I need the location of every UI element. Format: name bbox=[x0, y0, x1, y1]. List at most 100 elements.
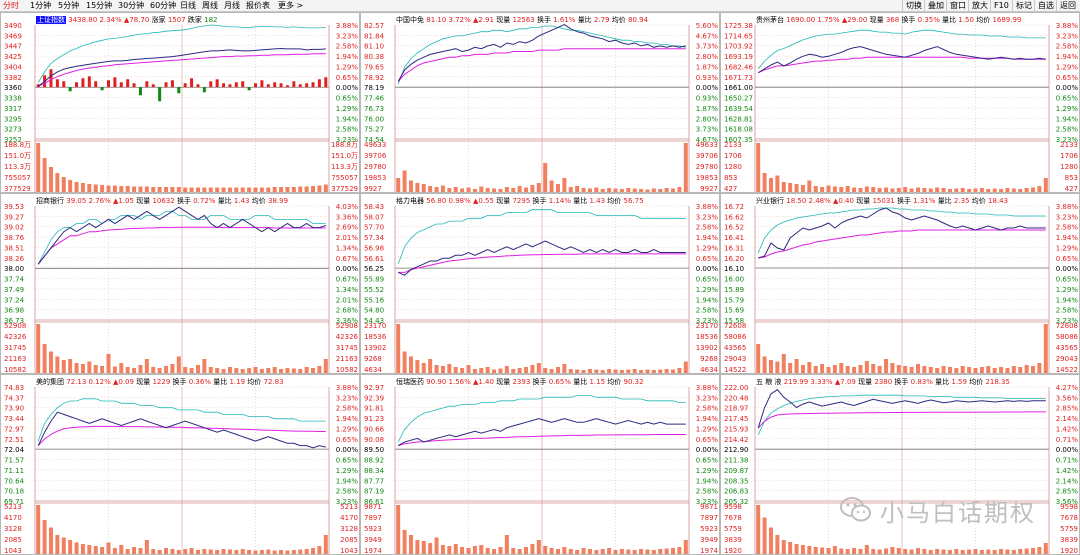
pct-tick-label: 1.29% bbox=[336, 425, 359, 433]
volume-tick-label: 2133 bbox=[1060, 141, 1078, 149]
volume-bar bbox=[408, 180, 413, 192]
volume-bar bbox=[279, 550, 284, 554]
pct-tick-label: 3.88% bbox=[336, 384, 359, 392]
stock-panel[interactable]: 92.97 92.39 91.81 91.23 90.66 90.08 89.50 88.92… bbox=[360, 374, 720, 555]
intraday-chart[interactable]: 39.53 39.27 39.02 38.76 38.51 38.26 38.00 37.74… bbox=[1, 194, 360, 374]
field-value: 368 bbox=[885, 16, 900, 24]
stock-panel[interactable]: 1725.38 1714.65 1703.92 1693.19 1682.46 1671.… bbox=[720, 12, 1080, 193]
breadth-bar bbox=[119, 82, 123, 88]
price-tick-label: 57.70 bbox=[364, 224, 384, 232]
intraday-chart[interactable]: 3490 3469 3447 3425 3404 3382 3360 3338 3317 3295… bbox=[1, 13, 360, 193]
tab-more[interactable]: 更多 > bbox=[278, 1, 304, 10]
pct-tick-label: 0.93% bbox=[696, 95, 719, 103]
pct-tick-label: 1.34% bbox=[336, 244, 359, 252]
volume-bar bbox=[408, 535, 413, 554]
stock-panel[interactable]: 74.83 74.37 73.90 73.44 72.97 72.51 72.04 71.57… bbox=[0, 374, 360, 555]
volume-bar bbox=[87, 545, 92, 554]
volume-bar bbox=[568, 187, 573, 192]
stock-name[interactable]: 美的集团 bbox=[36, 378, 64, 386]
intraday-chart[interactable]: 1725.38 1714.65 1703.92 1693.19 1682.46 1671.… bbox=[721, 13, 1080, 193]
zoom-button[interactable]: 放大 bbox=[968, 0, 991, 12]
volume-bar bbox=[323, 359, 328, 373]
pct-tick-label: 3.88% bbox=[696, 203, 719, 211]
price-tick-label: 15.89 bbox=[724, 286, 744, 294]
intraday-chart[interactable]: 58.43 58.07 57.70 57.34 56.98 56.61 56.25 55.89… bbox=[361, 194, 720, 374]
volume-bar bbox=[440, 545, 445, 554]
stock-name[interactable]: 恒瑞医药 bbox=[396, 378, 424, 386]
overlay-button[interactable]: 叠加 bbox=[924, 0, 947, 12]
volume-bar bbox=[80, 364, 85, 373]
pct-tick-label: 1.87% bbox=[696, 105, 719, 113]
tab-quote-table[interactable]: 报价表 bbox=[246, 1, 270, 10]
volume-bar bbox=[298, 369, 303, 373]
tab-15min[interactable]: 15分钟 bbox=[86, 1, 113, 10]
volume-tick-label: 21163 bbox=[336, 355, 358, 363]
field-value: 80.94 bbox=[627, 16, 649, 24]
stock-header: 中国中免 81.10 3.72% ▲2.91 现量 12563 换手 1.61%… bbox=[396, 15, 648, 25]
volume-bar bbox=[928, 188, 933, 192]
stock-header: 上证指数 3438.80 2.34% ▲78.70 涨家 1507 跌家 182 bbox=[36, 15, 217, 25]
intraday-chart[interactable]: 16.72 16.62 16.52 16.41 16.31 16.20 16.10 16.00… bbox=[721, 194, 1080, 374]
stock-name[interactable]: 上证指数 bbox=[36, 16, 66, 24]
stock-name[interactable]: 五 粮 液 bbox=[756, 378, 782, 386]
pct-tick-label: 2.80% bbox=[696, 115, 719, 123]
back-button[interactable]: 返回 bbox=[1056, 0, 1079, 12]
volume-bar bbox=[112, 548, 117, 554]
f10-button[interactable]: F10 bbox=[990, 0, 1012, 12]
volume-bar bbox=[839, 548, 844, 554]
breadth-bar bbox=[266, 84, 270, 88]
volume-bar bbox=[144, 540, 149, 554]
price-tick-label: 15.69 bbox=[724, 307, 744, 315]
tab-60min[interactable]: 60分钟 bbox=[150, 1, 177, 10]
field-label: 均价 bbox=[976, 16, 991, 24]
volume-bar bbox=[453, 367, 458, 373]
tab-weekly[interactable]: 周线 bbox=[202, 1, 218, 10]
stock-panel[interactable]: 16.72 16.62 16.52 16.41 16.31 16.20 16.10 16.00… bbox=[720, 193, 1080, 374]
tab-30min[interactable]: 30分钟 bbox=[118, 1, 145, 10]
volume-tick-label: 1280 bbox=[1060, 163, 1078, 171]
volume-bar bbox=[80, 183, 85, 192]
tab-1min[interactable]: 1分钟 bbox=[30, 1, 52, 10]
field-label: 量比 bbox=[573, 378, 588, 386]
volume-bar bbox=[460, 368, 465, 373]
breadth-bar bbox=[285, 85, 289, 88]
tab-monthly[interactable]: 月线 bbox=[224, 1, 240, 10]
pct-tick-label: 1.94% bbox=[336, 415, 359, 423]
stock-name[interactable]: 招商银行 bbox=[36, 197, 64, 205]
tab-intraday[interactable]: 分时 bbox=[3, 1, 19, 10]
volume-tick-label: 4170 bbox=[340, 514, 358, 522]
volume-bar bbox=[466, 187, 471, 192]
switch-button[interactable]: 切换 bbox=[902, 0, 925, 12]
stock-name[interactable]: 格力电器 bbox=[396, 197, 424, 205]
pct-tick-label: 0.65% bbox=[696, 457, 719, 465]
volume-bar bbox=[619, 189, 624, 192]
avg-price-line bbox=[397, 48, 686, 82]
stock-panel[interactable]: 58.43 58.07 57.70 57.34 56.98 56.61 56.25 55.89… bbox=[360, 193, 720, 374]
volume-bar bbox=[543, 368, 548, 373]
tab-5min[interactable]: 5分钟 bbox=[58, 1, 80, 10]
price-tick-label: 74.83 bbox=[4, 384, 24, 392]
intraday-chart[interactable]: 222.00 220.48 218.97 217.45 215.93 214.42 212.… bbox=[721, 375, 1080, 555]
stock-name[interactable]: 贵州茅台 bbox=[756, 16, 784, 24]
stock-panel[interactable]: 222.00 220.48 218.97 217.45 215.93 214.42 212.… bbox=[720, 374, 1080, 555]
stock-panel[interactable]: 39.53 39.27 39.02 38.76 38.51 38.26 38.00 37.74… bbox=[0, 193, 360, 374]
stock-name[interactable]: 中国中免 bbox=[396, 16, 424, 24]
price-tick-label: 91.81 bbox=[364, 405, 384, 413]
volume-bar bbox=[266, 368, 271, 373]
mark-button[interactable]: 标记 bbox=[1012, 0, 1035, 12]
tab-daily[interactable]: 日线 bbox=[180, 1, 196, 10]
volume-bar bbox=[61, 177, 66, 192]
intraday-chart[interactable]: 82.57 81.84 81.10 80.38 79.65 78.92 78.19 77.46… bbox=[361, 13, 720, 193]
price-tick-label: 38.26 bbox=[4, 255, 25, 263]
window-button[interactable]: 窗口 bbox=[946, 0, 969, 12]
volume-bar bbox=[259, 187, 264, 192]
stock-panel[interactable]: 82.57 81.84 81.10 80.38 79.65 78.92 78.19 77.46… bbox=[360, 12, 720, 193]
volume-bar bbox=[485, 367, 490, 373]
watchlist-button[interactable]: 自选 bbox=[1034, 0, 1057, 12]
intraday-chart[interactable]: 74.83 74.37 73.90 73.44 72.97 72.51 72.04 71.57… bbox=[1, 375, 360, 555]
breadth-bar bbox=[273, 82, 277, 88]
price-tick-label: 55.89 bbox=[364, 276, 384, 284]
stock-name[interactable]: 兴业银行 bbox=[756, 197, 784, 205]
intraday-chart[interactable]: 92.97 92.39 91.81 91.23 90.66 90.08 89.50 88.92… bbox=[361, 375, 720, 555]
stock-panel[interactable]: 3490 3469 3447 3425 3404 3382 3360 3338 3317 3295… bbox=[0, 12, 360, 193]
